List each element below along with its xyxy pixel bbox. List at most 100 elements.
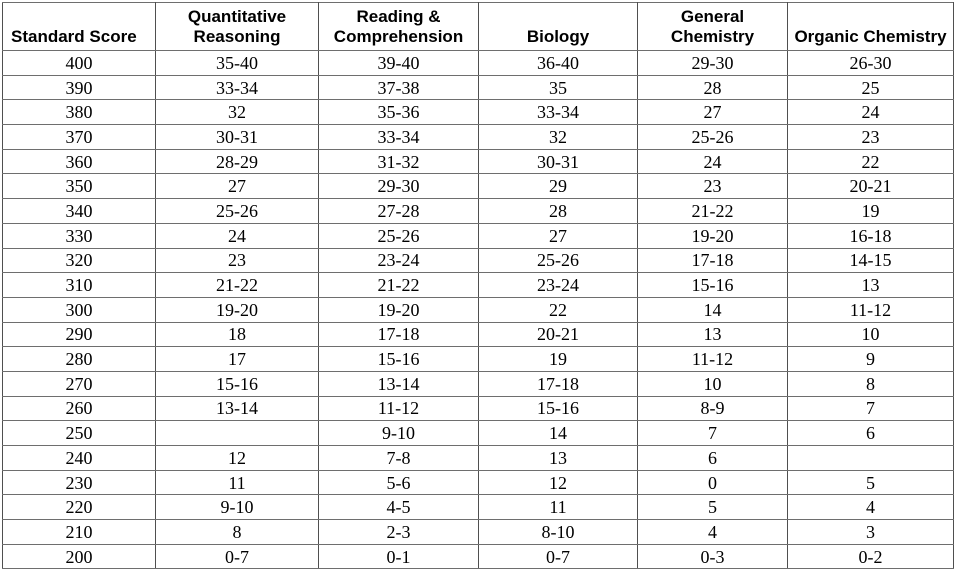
- raw-score-cell: 16-18: [787, 222, 954, 249]
- standard-score-cell: 250: [2, 420, 156, 446]
- raw-score-cell: 15-16: [637, 272, 788, 298]
- raw-score-cell: 27: [478, 222, 638, 249]
- standard-score-cell: 390: [2, 74, 156, 101]
- raw-score-cell: 7: [787, 395, 954, 422]
- raw-score-cell: 15-16: [478, 395, 638, 422]
- raw-score-cell: 13-14: [155, 395, 319, 422]
- raw-score-cell: 11-12: [318, 395, 479, 422]
- raw-score-cell: 14: [478, 420, 638, 446]
- table-row: 390 33-34 37-38 35 28 25: [2, 74, 954, 101]
- raw-score-cell: 29-30: [637, 50, 788, 76]
- raw-score-cell: 35: [478, 74, 638, 101]
- raw-score-cell: 2-3: [318, 519, 479, 545]
- raw-score-cell: 9-10: [318, 420, 479, 446]
- raw-score-cell: 0-7: [155, 543, 319, 569]
- raw-score-cell: [155, 420, 319, 446]
- table-row: 280 17 15-16 19 11-12 9: [2, 346, 954, 372]
- standard-score-cell: 370: [2, 124, 156, 150]
- table-row: 290 18 17-18 20-21 13 10: [2, 321, 954, 348]
- raw-score-cell: 4-5: [318, 494, 479, 521]
- raw-score-cell: 11: [478, 494, 638, 521]
- raw-score-cell: 8-9: [637, 395, 788, 422]
- raw-score-cell: 12: [155, 445, 319, 471]
- standard-score-cell: 320: [2, 247, 156, 274]
- raw-score-cell: 33-34: [318, 124, 479, 150]
- raw-score-cell: 14-15: [787, 247, 954, 274]
- column-header-biology: Biology: [478, 2, 638, 51]
- raw-score-cell: 35-40: [155, 50, 319, 76]
- raw-score-cell: 13: [787, 272, 954, 298]
- raw-score-cell: 18: [155, 321, 319, 348]
- raw-score-cell: 23: [787, 124, 954, 150]
- standard-score-cell: 380: [2, 99, 156, 126]
- raw-score-cell: 24: [637, 148, 788, 175]
- raw-score-cell: 19-20: [637, 222, 788, 249]
- raw-score-cell: 33-34: [155, 74, 319, 101]
- raw-score-cell: 21-22: [318, 272, 479, 298]
- column-header-reading-comprehension: Reading & Comprehension: [318, 2, 479, 51]
- raw-score-cell: 36-40: [478, 50, 638, 76]
- raw-score-cell: 30-31: [478, 148, 638, 175]
- raw-score-cell: 12: [478, 469, 638, 496]
- raw-score-cell: 11-12: [637, 346, 788, 372]
- raw-score-cell: 0-7: [478, 543, 638, 569]
- raw-score-cell: 24: [155, 222, 319, 249]
- standard-score-cell: 240: [2, 445, 156, 471]
- raw-score-cell: 23: [155, 247, 319, 274]
- standard-score-cell: 340: [2, 198, 156, 224]
- table-row: 300 19-20 19-20 22 14 11-12: [2, 296, 954, 323]
- raw-score-cell: 5: [787, 469, 954, 496]
- column-header-general-chemistry: General Chemistry: [637, 2, 788, 51]
- raw-score-cell: 17-18: [318, 321, 479, 348]
- raw-score-cell: 23-24: [478, 272, 638, 298]
- raw-score-cell: 3: [787, 519, 954, 545]
- raw-score-cell: 19: [787, 198, 954, 224]
- raw-score-cell: 35-36: [318, 99, 479, 126]
- raw-score-cell: 8-10: [478, 519, 638, 545]
- table-row: 240 12 7-8 13 6: [2, 445, 954, 471]
- raw-score-cell: 4: [787, 494, 954, 521]
- raw-score-cell: 24: [787, 99, 954, 126]
- table-row: 310 21-22 21-22 23-24 15-16 13: [2, 272, 954, 298]
- raw-score-cell: 28: [637, 74, 788, 101]
- table-row: 230 11 5-6 12 0 5: [2, 469, 954, 496]
- raw-score-cell: 10: [787, 321, 954, 348]
- table-row: 260 13-14 11-12 15-16 8-9 7: [2, 395, 954, 422]
- raw-score-cell: 0: [637, 469, 788, 496]
- raw-score-cell: [787, 445, 954, 471]
- standard-score-cell: 220: [2, 494, 156, 521]
- raw-score-cell: 25-26: [478, 247, 638, 274]
- raw-score-cell: 14: [637, 296, 788, 323]
- raw-score-cell: 4: [637, 519, 788, 545]
- standard-score-cell: 270: [2, 370, 156, 397]
- raw-score-cell: 27: [155, 173, 319, 200]
- raw-score-cell: 19: [478, 346, 638, 372]
- raw-score-cell: 0-3: [637, 543, 788, 569]
- raw-score-cell: 22: [478, 296, 638, 323]
- raw-score-cell: 11-12: [787, 296, 954, 323]
- raw-score-cell: 0-1: [318, 543, 479, 569]
- raw-score-cell: 23: [637, 173, 788, 200]
- raw-score-cell: 25-26: [155, 198, 319, 224]
- column-header-quantitative-reasoning: Quantitative Reasoning: [155, 2, 319, 51]
- raw-score-cell: 27-28: [318, 198, 479, 224]
- raw-score-cell: 17: [155, 346, 319, 372]
- raw-score-cell: 32: [478, 124, 638, 150]
- raw-score-cell: 22: [787, 148, 954, 175]
- raw-score-cell: 26-30: [787, 50, 954, 76]
- standard-score-cell: 200: [2, 543, 156, 569]
- column-header-standard-score: Standard Score: [2, 2, 156, 51]
- raw-score-cell: 39-40: [318, 50, 479, 76]
- raw-score-cell: 13-14: [318, 370, 479, 397]
- raw-score-cell: 32: [155, 99, 319, 126]
- raw-score-cell: 21-22: [155, 272, 319, 298]
- raw-score-cell: 31-32: [318, 148, 479, 175]
- raw-score-cell: 28: [478, 198, 638, 224]
- standard-score-cell: 230: [2, 469, 156, 496]
- raw-score-cell: 17-18: [478, 370, 638, 397]
- raw-score-cell: 15-16: [318, 346, 479, 372]
- raw-score-cell: 25: [787, 74, 954, 101]
- standard-score-cell: 260: [2, 395, 156, 422]
- raw-score-cell: 5-6: [318, 469, 479, 496]
